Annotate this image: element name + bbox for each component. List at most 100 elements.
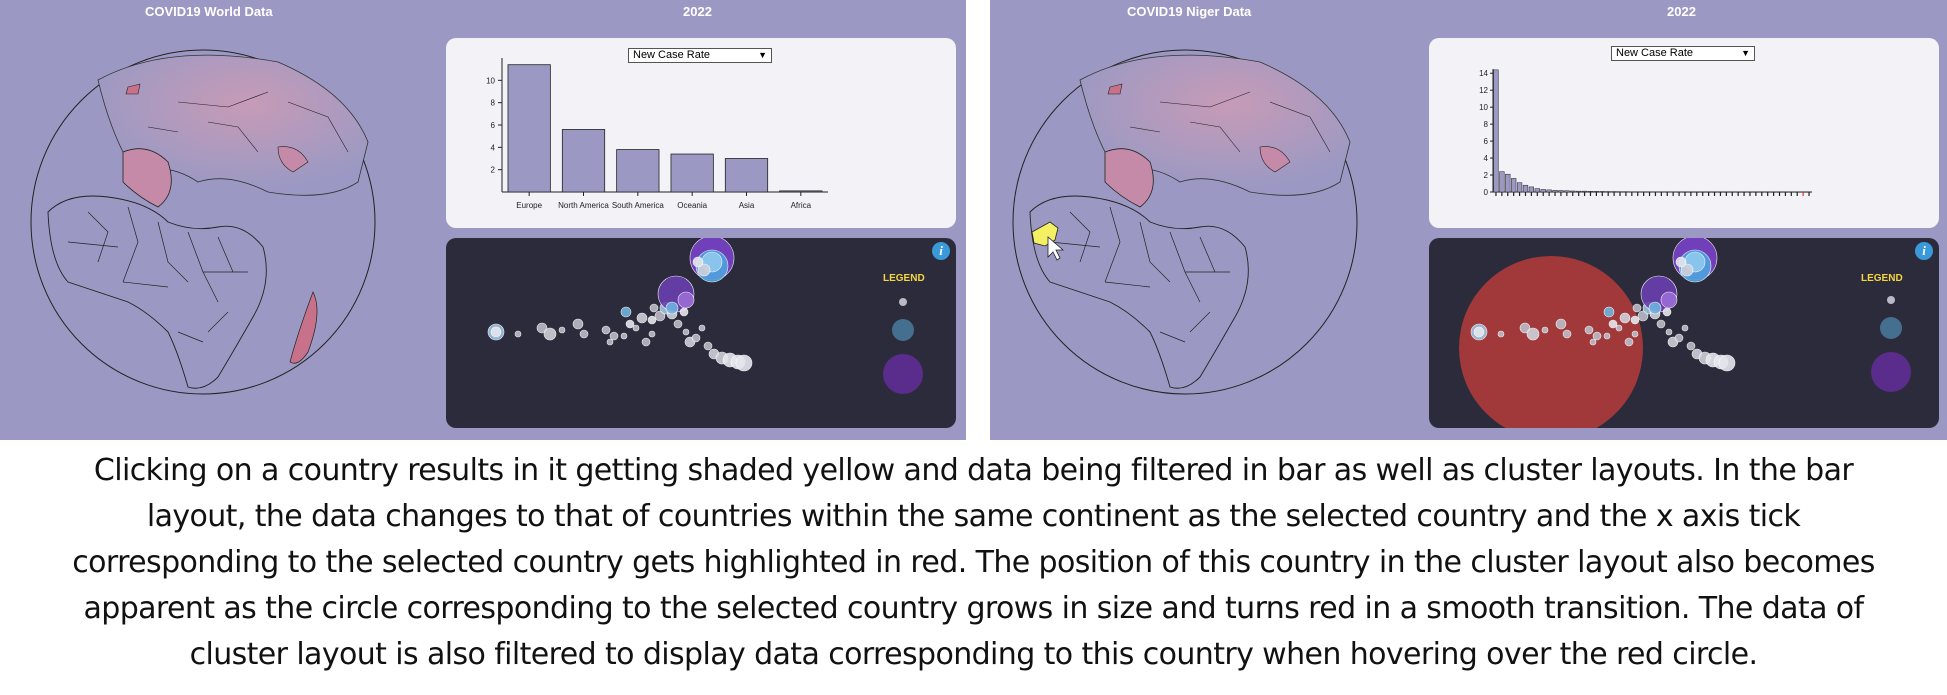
country-bubble[interactable] [1631, 330, 1639, 338]
country-bubble[interactable] [632, 324, 640, 332]
country-bar[interactable] [1540, 189, 1546, 193]
country-bubble[interactable] [1681, 324, 1689, 332]
country-bubble[interactable] [1615, 324, 1623, 332]
country-bar[interactable] [1552, 190, 1558, 193]
cluster-bubbles[interactable] [1429, 238, 1939, 428]
bar-africa[interactable] [779, 190, 823, 193]
country-bubble[interactable] [579, 329, 589, 339]
country-bubble[interactable] [1680, 263, 1694, 277]
country-bubble[interactable] [692, 256, 704, 268]
country-bubble[interactable] [620, 332, 628, 340]
country-bubble[interactable] [673, 319, 683, 329]
cluster-layout-card[interactable]: i LEGEND [1429, 238, 1939, 428]
country-bar[interactable] [1587, 191, 1594, 193]
country-bubble[interactable] [1526, 327, 1540, 341]
country-bar-chart[interactable]: 0 2 4 6 8 10 12 14 [1429, 38, 1939, 228]
country-bubble[interactable] [1603, 306, 1615, 318]
country-bubble[interactable] [1608, 319, 1618, 329]
country-bubble[interactable] [514, 330, 522, 338]
country-bubble[interactable] [1619, 312, 1631, 324]
country-bubble[interactable] [641, 337, 651, 347]
metric-select[interactable]: New Case Rate ▼ [1611, 46, 1755, 61]
country-bubble[interactable] [1648, 301, 1662, 315]
country-bubble[interactable] [620, 306, 632, 318]
country-bubble[interactable] [1473, 326, 1485, 338]
country-bubble[interactable] [649, 303, 659, 313]
country-bubble[interactable] [1541, 326, 1549, 334]
country-bar[interactable] [1570, 190, 1576, 193]
country-bar[interactable] [1499, 171, 1505, 193]
country-bar[interactable] [1493, 69, 1499, 193]
country-bubble[interactable] [543, 327, 557, 341]
country-bar[interactable] [1505, 173, 1511, 193]
country-bar[interactable] [1599, 191, 1605, 193]
country-bar[interactable] [1522, 184, 1529, 193]
country-bar[interactable] [1528, 186, 1535, 193]
country-bubble[interactable] [697, 263, 711, 277]
country-bubble[interactable] [1589, 338, 1597, 346]
bar-asia[interactable] [724, 158, 769, 193]
country-bubble[interactable] [735, 354, 753, 372]
cluster-layout-card[interactable]: i LEGEND [446, 238, 956, 428]
bar-south-america[interactable] [616, 149, 660, 193]
country-bubble[interactable] [698, 324, 706, 332]
country-bubble[interactable] [1665, 328, 1673, 336]
continent-bar-chart[interactable]: 2 4 6 8 10 Europe North America South America Oc… [446, 38, 956, 228]
country-bubble[interactable] [1675, 256, 1687, 268]
country-bubble[interactable] [1519, 322, 1531, 334]
world-globe-map[interactable] [1010, 32, 1370, 412]
country-bubble[interactable] [679, 307, 689, 317]
country-bubble[interactable] [682, 328, 690, 336]
country-bubble[interactable] [1686, 341, 1696, 351]
country-bubble[interactable] [1592, 331, 1602, 341]
country-bubble[interactable] [636, 312, 648, 324]
country-bubble[interactable] [1603, 332, 1611, 340]
country-bubble[interactable] [609, 331, 619, 341]
legend-circle-small [899, 298, 907, 306]
country-bubble[interactable] [1674, 333, 1684, 343]
country-bubble[interactable] [490, 326, 502, 338]
country-bubble[interactable] [1632, 303, 1642, 313]
bar-europe[interactable] [507, 64, 551, 193]
country-bubble[interactable] [1656, 319, 1666, 329]
info-icon[interactable]: i [932, 242, 950, 260]
country-bubble[interactable] [1662, 307, 1672, 317]
bar-oceania[interactable] [670, 153, 714, 193]
country-bubble[interactable] [703, 341, 713, 351]
country-bar[interactable] [1558, 190, 1564, 193]
country-bubble[interactable] [654, 310, 666, 322]
country-bar[interactable] [1593, 191, 1599, 193]
country-bubble[interactable] [677, 291, 695, 309]
country-bubble[interactable] [691, 333, 701, 343]
country-bar[interactable] [1581, 190, 1588, 193]
country-bar[interactable] [1534, 188, 1540, 193]
country-bubble[interactable] [1497, 330, 1505, 338]
country-bubble[interactable] [536, 322, 548, 334]
country-bubble[interactable] [1584, 325, 1594, 335]
country-bubble[interactable] [625, 319, 635, 329]
country-bar[interactable] [1516, 182, 1523, 193]
country-bubble[interactable] [1555, 318, 1567, 330]
cluster-bubbles[interactable] [446, 238, 956, 428]
country-bubble[interactable] [1630, 315, 1640, 325]
country-bar[interactable] [1546, 189, 1552, 193]
country-bubble[interactable] [1562, 329, 1572, 339]
country-bubble[interactable] [1624, 337, 1634, 347]
country-bar[interactable] [1511, 178, 1517, 193]
country-bar[interactable] [1564, 190, 1570, 193]
country-bubble[interactable] [647, 315, 657, 325]
country-bubble[interactable] [1718, 354, 1736, 372]
country-bubble[interactable] [606, 338, 614, 346]
country-bubble[interactable] [558, 326, 566, 334]
country-bubble[interactable] [572, 318, 584, 330]
country-bubble[interactable] [665, 301, 679, 315]
country-bubble[interactable] [1660, 291, 1678, 309]
country-bubble[interactable] [1637, 310, 1649, 322]
country-bubble[interactable] [601, 325, 611, 335]
country-bubble[interactable] [648, 330, 656, 338]
info-icon[interactable]: i [1915, 242, 1933, 260]
metric-select[interactable]: New Case Rate ▼ [628, 48, 772, 63]
world-globe-map[interactable] [28, 32, 388, 412]
bar-north-america[interactable] [561, 129, 606, 193]
country-bar[interactable] [1576, 190, 1582, 193]
